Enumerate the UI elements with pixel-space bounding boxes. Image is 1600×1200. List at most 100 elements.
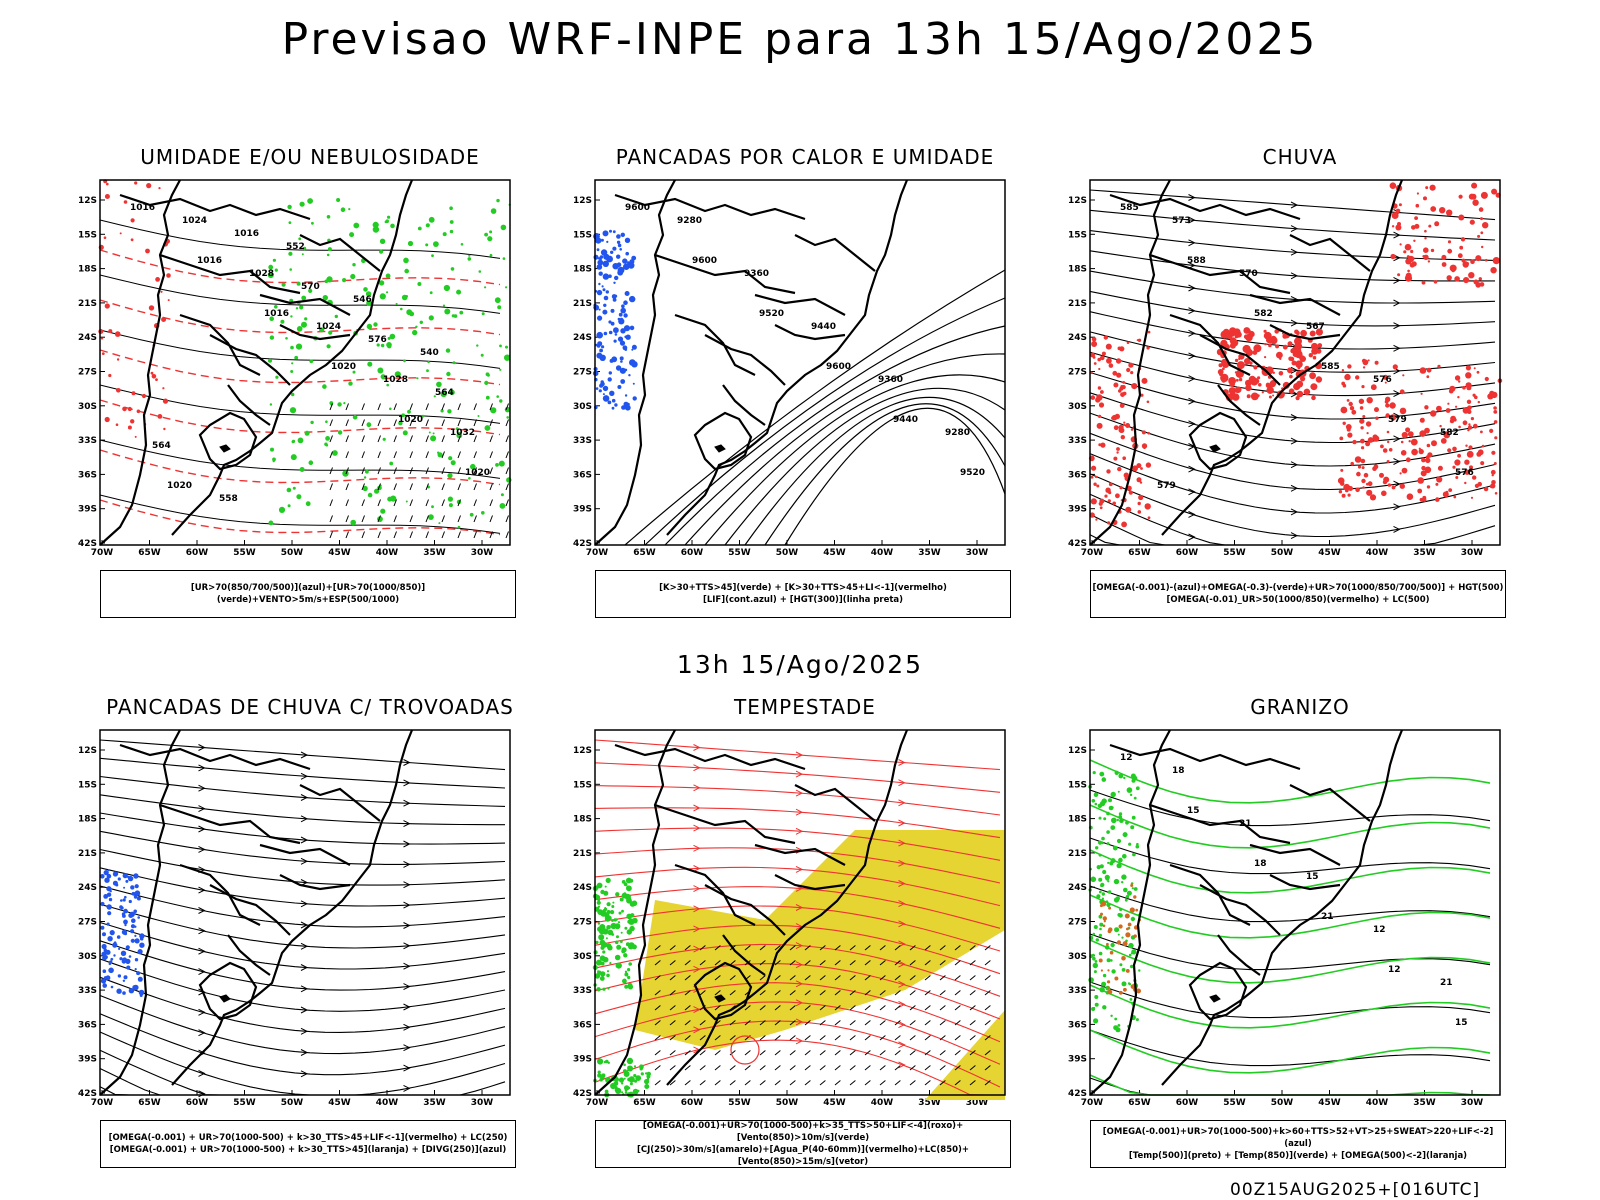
wind-vector [849, 1035, 856, 1041]
temp-850-area [1091, 953, 1095, 957]
humidity-850-area [443, 284, 450, 292]
temp-850-area [1099, 987, 1105, 993]
rain-area [1267, 336, 1275, 344]
rain-area [1146, 400, 1150, 404]
rain-area [1389, 402, 1396, 409]
wind-vector [699, 1035, 706, 1041]
rain-area [1300, 329, 1307, 337]
lifted-index-area [623, 313, 628, 318]
temp-850-area [1122, 832, 1128, 838]
wind-vector [329, 531, 333, 539]
lat-tick-label: 15S [573, 230, 592, 240]
rain-area [1311, 342, 1318, 350]
wind-vector [849, 1020, 856, 1026]
lat-tick-label: 15S [1068, 780, 1087, 790]
rain-area [1480, 430, 1483, 434]
stream-arrow [795, 770, 804, 778]
wind-vector [409, 403, 413, 411]
humidity-850-area [363, 287, 368, 292]
stream-arrow [1188, 194, 1196, 201]
humidity-850-area [289, 407, 297, 414]
temp-850-area [1106, 842, 1110, 846]
contour-label: 1020 [398, 415, 423, 425]
streamline [594, 1020, 1001, 1088]
humidity-850-area [390, 223, 395, 229]
rain-area [1403, 250, 1407, 254]
wind-vector [924, 990, 931, 996]
lon-tick-label: 70W [1081, 1098, 1104, 1108]
humidity-850-area [494, 297, 501, 304]
wind-vector [457, 403, 461, 411]
stream-arrow [300, 900, 309, 908]
humidity-850-area [294, 355, 299, 360]
wind-vector [969, 975, 976, 981]
rain-area [1374, 360, 1379, 365]
omega-500-area [1107, 969, 1110, 972]
humidity-850-area [290, 345, 294, 350]
temp-850-area [1129, 793, 1133, 797]
wind-850-area [629, 901, 636, 907]
rain-area [1477, 400, 1480, 404]
wind-vector [654, 975, 661, 981]
rain-area [1494, 492, 1498, 495]
wind-vector [329, 483, 333, 491]
wind-vector [729, 1035, 736, 1041]
stream-arrow [1188, 533, 1196, 541]
temp-850-area [1113, 1025, 1119, 1031]
temp-850-area [1098, 951, 1103, 956]
rain-area [1355, 375, 1360, 380]
temp-850-area [1116, 838, 1122, 844]
stream-arrow [1393, 299, 1401, 307]
wind-850-area [629, 1082, 633, 1086]
wind-vector [699, 960, 706, 966]
rain-area [1279, 357, 1282, 360]
rain-area [1430, 206, 1437, 212]
lon-tick-label: 40W [1366, 548, 1389, 558]
humidity-500-area [157, 414, 163, 419]
wind-850-area [597, 922, 601, 925]
stream-arrow [898, 1000, 906, 1008]
wind-850-area [596, 987, 601, 992]
wind-vector [489, 403, 493, 411]
coastline-borders [594, 729, 909, 1096]
lat-tick-label: 36S [1068, 470, 1087, 480]
streamline [99, 976, 506, 1033]
streamline [99, 994, 506, 1055]
stream-arrow [300, 942, 309, 950]
wind-vector [894, 1080, 901, 1086]
temp-850-contour [1089, 849, 1491, 894]
wind-850-area [635, 1075, 642, 1081]
humidity-850-area [324, 279, 329, 284]
stream-arrow [300, 794, 309, 801]
wind-vector [441, 467, 445, 475]
stream-arrow [898, 839, 906, 847]
rain-area [1122, 423, 1126, 427]
humidity-500-area [134, 181, 138, 185]
wind-vector [984, 945, 991, 951]
coastline-segment [594, 179, 676, 546]
wind-850-area [615, 1087, 622, 1094]
wind-vector [954, 1005, 961, 1011]
rain-area [1120, 435, 1125, 440]
divergence-area [128, 955, 132, 958]
lifted-index-area [610, 308, 615, 313]
wind-850-area [645, 1072, 648, 1075]
lifted-index-area [613, 339, 617, 343]
rain-area [1454, 459, 1461, 466]
lifted-index-area [607, 400, 612, 405]
wind-vector [393, 451, 397, 459]
lon-tick-label: 50W [281, 548, 304, 558]
legend-line: [K>30+TTS>45](verde) + [K>30+TTS>45+LI<-… [659, 583, 947, 593]
humidity-850-area [431, 254, 434, 257]
lon-tick-label: 65W [1128, 1098, 1151, 1108]
humidity-850-area [407, 240, 414, 247]
wind-850-area [606, 943, 612, 949]
wind-850-area [620, 931, 623, 934]
rain-area [1391, 485, 1396, 490]
rain-area [1147, 516, 1151, 520]
lon-tick-label: 60W [681, 548, 704, 558]
wind-vector [759, 1065, 766, 1071]
lat-tick-label: 27S [1068, 918, 1087, 928]
divergence-area [106, 922, 110, 926]
rain-area [1350, 461, 1354, 466]
